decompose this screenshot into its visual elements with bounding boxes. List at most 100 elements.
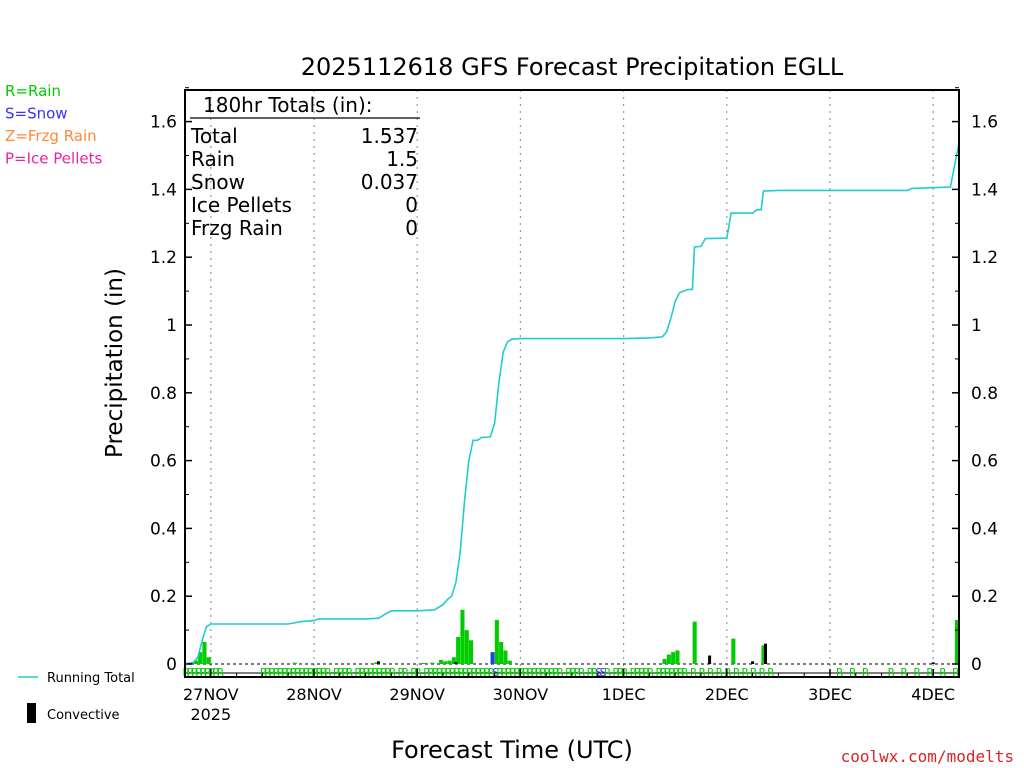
precip-bar <box>193 660 198 664</box>
precip-bar <box>456 636 461 664</box>
precip-type-code: R <box>716 666 723 679</box>
precip-type-code: R <box>488 666 495 679</box>
precip-type-code: R <box>681 666 688 679</box>
precip-type-code: R <box>742 666 749 679</box>
convective-bar <box>708 655 712 664</box>
precip-bar <box>675 650 680 664</box>
precip-type-code: R <box>750 666 757 679</box>
precip-type-code: R <box>570 666 577 679</box>
precip-type-code: R <box>441 666 448 679</box>
y-tick-label-left: 1.6 <box>150 113 177 133</box>
x-tick-label: 27NOV <box>183 685 239 704</box>
precip-type-code: R <box>888 666 895 679</box>
precip-type-code: R <box>273 666 280 679</box>
precip-type-code: R <box>591 666 598 679</box>
precip-type-code: R <box>428 666 435 679</box>
precip-type-code: R <box>333 666 340 679</box>
running-total-legend-label: Running Total <box>47 671 135 686</box>
chart-title: 2025112618 GFS Forecast Precipitation EG… <box>301 53 844 81</box>
precip-type-code: R <box>286 666 293 679</box>
precip-type-code: R <box>677 666 684 679</box>
precip-type-code: R <box>574 666 581 679</box>
precip-type-code: R <box>540 666 547 679</box>
precip-type-code: R <box>484 666 491 679</box>
precip-type-code: S <box>492 666 499 679</box>
y-tick-label-right: 0.8 <box>971 384 998 404</box>
totals-row-value: 1.5 <box>386 147 418 171</box>
precip-bar <box>731 638 736 664</box>
precip-type-code: R <box>505 666 512 679</box>
precip-type-code: R <box>660 666 667 679</box>
precip-type-code: R <box>638 666 645 679</box>
precip-type-code: R <box>436 666 443 679</box>
y-tick-label-right: 0.6 <box>971 452 998 472</box>
precip-type-code: R <box>514 666 521 679</box>
y-tick-label-right: 0 <box>971 655 982 675</box>
precip-bar <box>447 660 452 664</box>
precip-bar <box>430 662 435 664</box>
precip-type-code: R <box>316 666 323 679</box>
precip-type-code: R <box>282 666 289 679</box>
precip-type-code: R <box>531 666 538 679</box>
precip-bar <box>202 641 207 664</box>
x-tick-sublabel: 2025 <box>190 705 231 724</box>
precip-type-code: R <box>458 666 465 679</box>
plot-frame <box>184 89 960 678</box>
precip-type-code: R <box>462 666 469 679</box>
precip-type-code: R <box>187 666 194 679</box>
precip-type-code: R <box>939 666 946 679</box>
totals-row-label: Rain <box>191 147 235 171</box>
y-tick-label-right: 1.4 <box>971 180 998 200</box>
precip-type-code: R <box>836 666 843 679</box>
precip-bar <box>464 630 469 664</box>
precip-type-code: R <box>320 666 327 679</box>
x-tick-label: 4DEC <box>911 685 955 704</box>
totals-row-label: Snow <box>191 170 245 194</box>
y-axis-label: Precipitation (in) <box>102 268 128 458</box>
precip-type-code: R <box>346 666 353 679</box>
y-tick-label-left: 0 <box>166 655 177 675</box>
watermark: coolwx.com/modelts <box>841 747 1014 766</box>
precip-bar <box>671 652 676 664</box>
precip-type-code: R <box>290 666 297 679</box>
totals-row-value: 0.037 <box>361 170 418 194</box>
precip-type-code: R <box>548 666 555 679</box>
legend-type-entry: S=Snow <box>5 105 68 123</box>
y-tick-label-left: 1.2 <box>150 248 177 268</box>
convective-bar <box>931 662 935 664</box>
precip-type-code: S <box>595 666 602 679</box>
precip-type-code: R <box>621 666 628 679</box>
convective-swatch <box>27 703 36 723</box>
precip-type-code: R <box>914 666 921 679</box>
precip-type-code: R <box>359 666 366 679</box>
totals-row-value: 1.537 <box>361 124 418 148</box>
precip-type-code: R <box>208 666 215 679</box>
precip-bar <box>198 652 203 664</box>
precip-type-code: R <box>445 666 452 679</box>
precip-type-code: R <box>183 666 190 679</box>
y-tick-label-right: 0.2 <box>971 587 998 607</box>
x-tick-label: 2DEC <box>705 685 749 704</box>
y-tick-label-left: 0.8 <box>150 384 177 404</box>
precip-type-code: R <box>449 666 456 679</box>
precip-type-code: R <box>294 666 301 679</box>
precip-type-code: R <box>303 666 310 679</box>
precip-type-code: R <box>479 666 486 679</box>
precip-type-code: R <box>643 666 650 679</box>
precip-type-code: R <box>213 666 220 679</box>
x-tick-label: 30NOV <box>493 685 549 704</box>
precip-type-code: R <box>389 666 396 679</box>
precip-type-code: R <box>518 666 525 679</box>
precip-type-code: R <box>363 666 370 679</box>
convective-bar <box>751 661 755 664</box>
precip-type-code: R <box>325 666 332 679</box>
totals-row-value: 0 <box>405 193 418 217</box>
precip-type-code: R <box>544 666 551 679</box>
precip-bar <box>443 661 448 664</box>
precip-type-code: R <box>204 666 211 679</box>
precip-type-code: R <box>312 666 319 679</box>
precip-type-code: R <box>415 666 422 679</box>
precip-bar <box>666 654 671 664</box>
precip-type-code: R <box>277 666 284 679</box>
